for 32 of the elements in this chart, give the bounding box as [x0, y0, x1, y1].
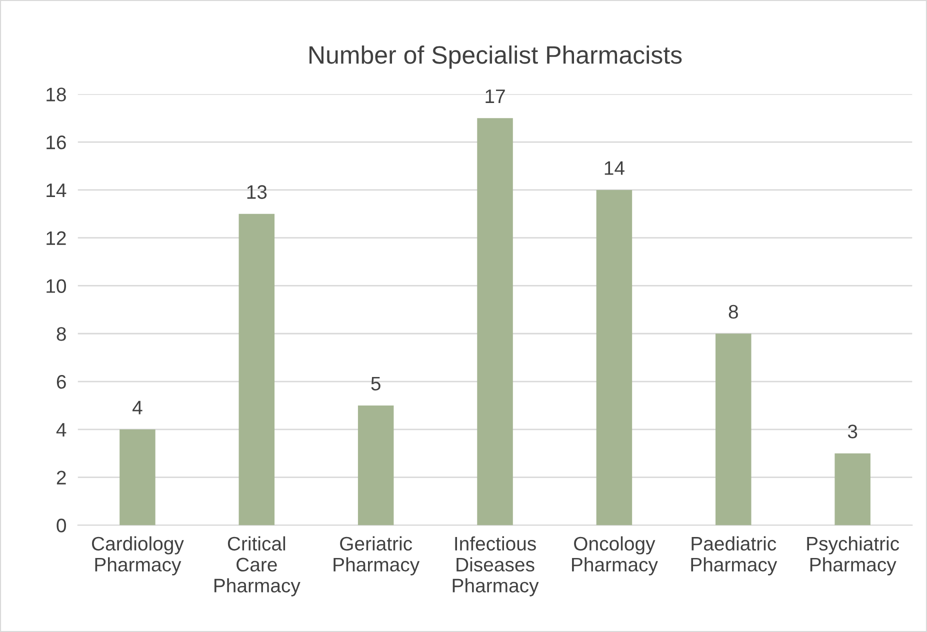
y-tick-label: 4: [56, 423, 66, 436]
data-label: 5: [371, 376, 380, 391]
data-label: 3: [848, 424, 858, 438]
y-tick-label: 16: [46, 136, 66, 150]
x-tick-label: Paediatric Pharmacy: [691, 536, 778, 576]
y-tick-label: 12: [46, 231, 66, 245]
x-tick-label: Geriatric Pharmacy: [334, 536, 420, 576]
chart-title: Number of Specialist Pharmacists: [310, 45, 682, 69]
data-label: 14: [604, 161, 624, 175]
data-label: 4: [132, 400, 142, 414]
bar: [834, 453, 870, 526]
x-tick-label: Oncology Pharmacy: [572, 536, 658, 576]
x-tick-label: Critical Care Pharmacy: [214, 536, 300, 596]
y-tick-label: 6: [56, 374, 66, 389]
y-tick-label: 14: [46, 184, 66, 197]
bar: [120, 429, 156, 526]
bar: [477, 118, 513, 526]
bar: [238, 214, 275, 526]
bar: [596, 190, 632, 526]
x-tick-label: Cardiology Pharmacy: [92, 536, 184, 576]
y-tick-label: 0: [56, 518, 66, 532]
bar: [716, 334, 752, 526]
x-tick-label: Psychiatric Pharmacy: [807, 536, 900, 576]
y-tick-label: 2: [56, 470, 66, 484]
x-tick-label: Infectious Diseases Pharmacy: [452, 536, 539, 596]
y-tick-label: 10: [46, 279, 66, 293]
data-label: 8: [728, 304, 738, 319]
data-label: 13: [247, 185, 267, 199]
bar: [358, 405, 394, 526]
y-tick-label: 18: [46, 88, 66, 102]
y-tick-label: 8: [56, 327, 66, 341]
data-label: 17: [486, 90, 505, 103]
